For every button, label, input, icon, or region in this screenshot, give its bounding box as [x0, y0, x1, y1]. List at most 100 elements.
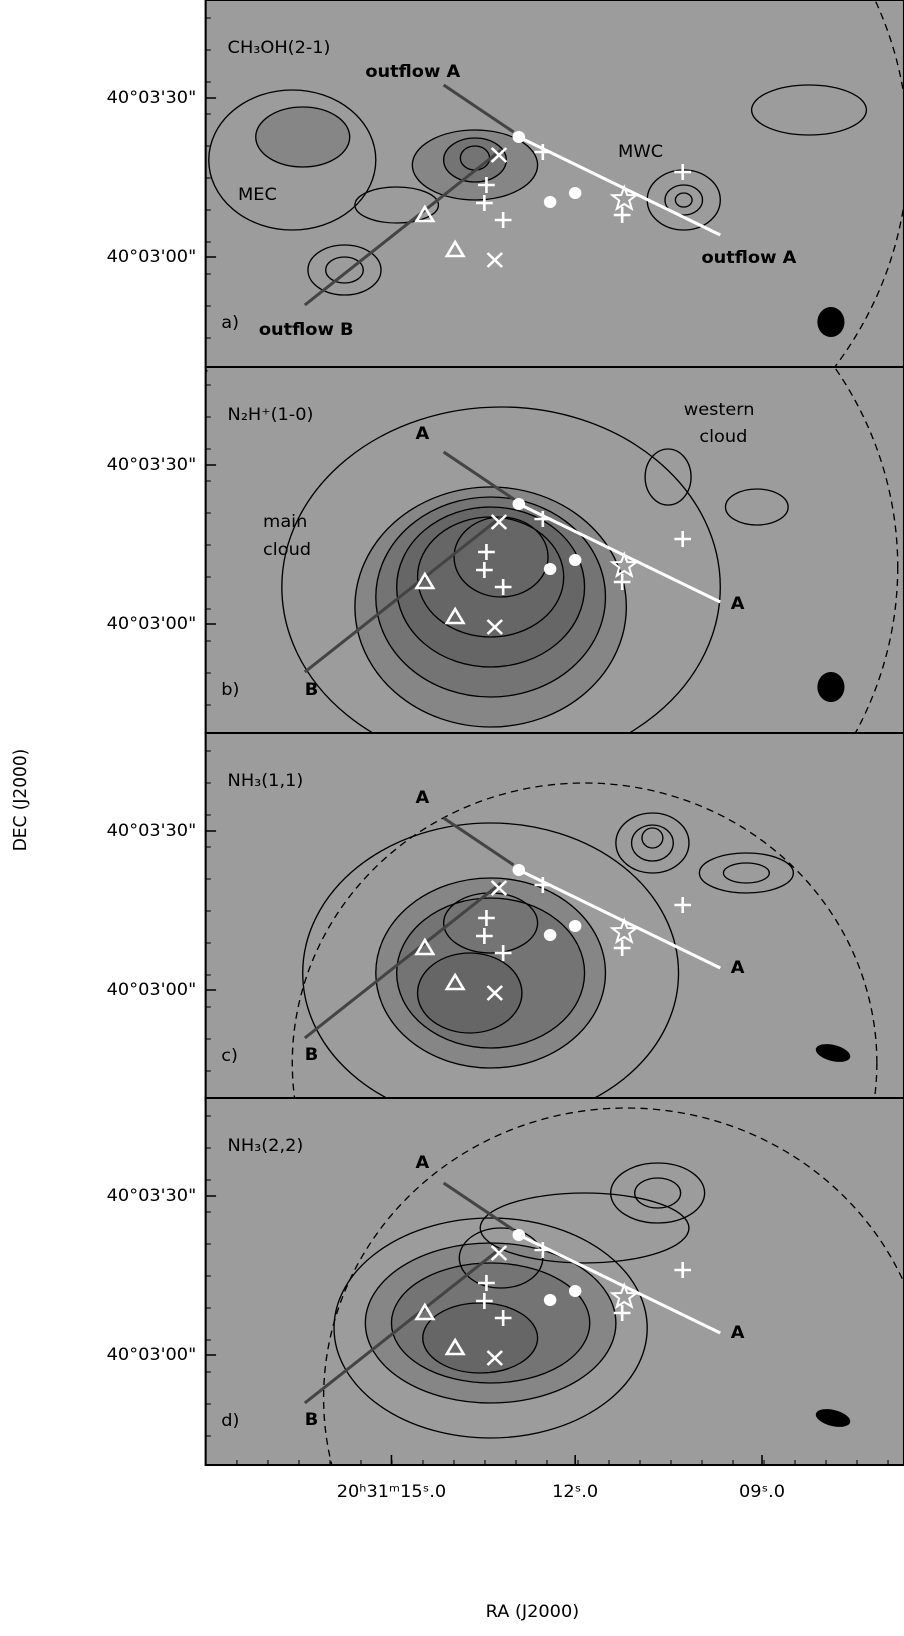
contour: [722, 862, 771, 884]
annotation: outflow B: [259, 320, 354, 340]
outflow-b-line: [303, 148, 503, 307]
beam: [817, 672, 845, 702]
annotation: A: [415, 1153, 429, 1173]
triangle-marker: [444, 972, 466, 991]
y-tick-label: 40°03'30": [107, 88, 197, 108]
contour: [375, 496, 607, 698]
outflow-a-line: [442, 450, 515, 501]
contour: [416, 952, 523, 1034]
panel-frame: [204, 1097, 904, 1466]
star-marker: [609, 551, 640, 579]
annotation: A: [731, 958, 745, 978]
plus-marker: [494, 212, 512, 228]
plus-marker: [534, 144, 552, 160]
contour: [395, 897, 586, 1049]
plus-marker: [674, 164, 692, 180]
dot-marker: [568, 920, 582, 932]
dot-marker: [543, 196, 557, 208]
beam: [815, 1044, 851, 1062]
plus-marker: [534, 1242, 552, 1258]
panel-background: [205, 1098, 904, 1465]
outflow-a-line: [442, 1181, 515, 1232]
dot-marker: [512, 1229, 526, 1241]
outflow-a-line: [442, 816, 515, 867]
dot-marker: [543, 929, 557, 941]
contour: [411, 129, 539, 201]
triangle-marker: [414, 571, 436, 590]
dot-marker: [512, 131, 526, 143]
plus-marker: [478, 910, 495, 926]
y-tick-label: 40°03'00": [107, 1345, 197, 1365]
outflow-b-line: [303, 515, 503, 674]
contour: [333, 1217, 648, 1439]
y-tick-label: 40°03'00": [107, 980, 197, 1000]
panel-tag: d): [221, 1411, 239, 1431]
star-marker: [609, 917, 640, 945]
dot-marker: [568, 554, 582, 566]
annotation: MEC: [238, 185, 277, 205]
molecule-label: N₂H⁺(1-0): [228, 405, 314, 425]
contour: [354, 486, 628, 728]
contour: [395, 506, 586, 668]
cross-marker: [490, 1245, 508, 1261]
contour: [325, 256, 364, 284]
annotation: MWC: [618, 142, 663, 162]
star-marker: [609, 184, 640, 212]
dot-marker: [512, 498, 526, 510]
primary-beam-edge: [291, 782, 878, 1100]
beam: [815, 1409, 851, 1427]
contour: [750, 84, 868, 136]
plus-marker: [534, 877, 552, 893]
panel: [205, 367, 904, 734]
contour: [664, 184, 704, 216]
triangle-marker: [414, 1302, 436, 1321]
dot-marker: [543, 1294, 557, 1306]
annotation: western: [684, 400, 755, 420]
y-tick-label: 40°03'00": [107, 247, 197, 267]
contour: [208, 89, 377, 231]
contour: [307, 244, 382, 296]
panel-tag: b): [221, 680, 239, 700]
panel: [205, 0, 904, 367]
plus-marker: [613, 1305, 631, 1321]
contour: [375, 877, 607, 1069]
annotation: outflow A: [365, 62, 460, 82]
triangle-marker: [444, 606, 466, 625]
plus-marker: [494, 579, 512, 595]
cross-marker: [490, 880, 508, 896]
outflow-a-line: [518, 502, 721, 604]
contour: [281, 406, 721, 734]
plus-marker: [674, 531, 692, 547]
annotation: A: [731, 1323, 745, 1343]
contour: [442, 137, 507, 183]
y-tick-label: 40°03'30": [107, 1186, 197, 1206]
annotation: A: [415, 788, 429, 808]
x-tick-label: 09ˢ.0: [739, 1482, 785, 1502]
contour: [698, 852, 795, 894]
annotation: A: [415, 424, 429, 444]
plus-marker: [478, 1275, 495, 1291]
panel-tag: a): [221, 313, 239, 333]
panel-tag: c): [221, 1046, 238, 1066]
plus-marker: [613, 574, 631, 590]
y-axis-title: DEC (J2000): [11, 749, 31, 852]
plus-marker: [478, 544, 495, 560]
x-axis-title: RA (J2000): [486, 1602, 580, 1622]
contour: [641, 827, 664, 849]
outflow-a-line: [442, 83, 515, 134]
plus-marker: [476, 1293, 493, 1309]
cross-marker: [486, 1350, 504, 1366]
cross-marker: [490, 514, 508, 530]
triangle-marker: [414, 204, 436, 223]
triangle-marker: [444, 239, 466, 258]
contour: [724, 488, 789, 526]
y-tick-label: 40°03'00": [107, 614, 197, 634]
contour: [634, 1177, 682, 1209]
molecule-label: CH₃OH(2-1): [228, 38, 331, 58]
outflow-a-line: [518, 868, 721, 970]
dot-marker: [543, 563, 557, 575]
contour: [390, 1262, 591, 1384]
plus-marker: [534, 511, 552, 527]
x-tick-label: 12ˢ.0: [552, 1482, 598, 1502]
triangle-marker: [414, 937, 436, 956]
